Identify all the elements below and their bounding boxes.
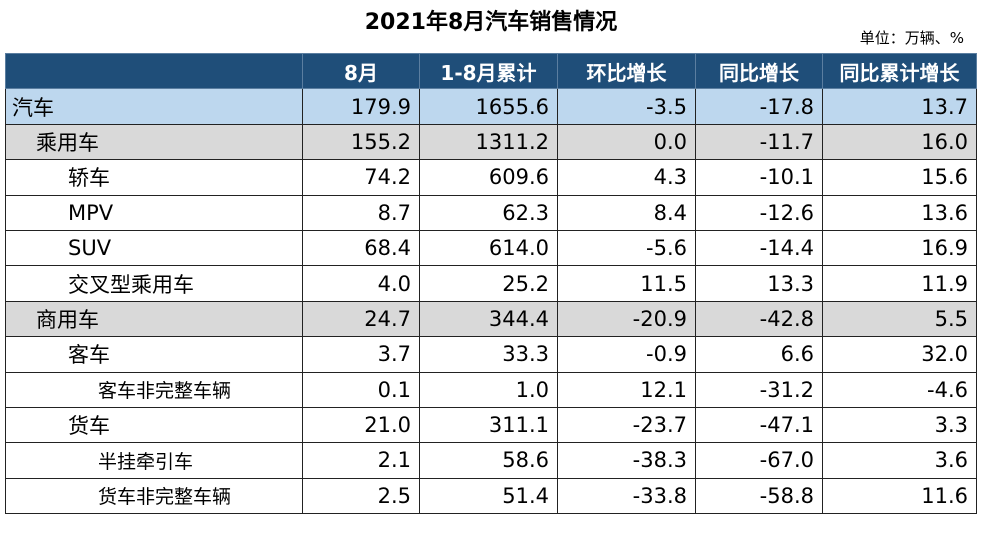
- table-cell: 1655.6: [419, 88, 558, 125]
- row-label: SUV: [5, 229, 303, 267]
- table-cell: 24.7: [302, 300, 420, 338]
- table-cell: -17.8: [695, 88, 823, 125]
- table-cell: 1.0: [419, 371, 558, 408]
- table-cell: -11.7: [695, 123, 823, 161]
- table-row: 客车 3.7 33.3 -0.9 6.6 32.0: [5, 336, 977, 373]
- table-cell: 58.6: [419, 442, 558, 479]
- table-cell: -67.0: [695, 442, 823, 479]
- table-cell: -20.9: [557, 300, 696, 338]
- table-cell: -47.1: [695, 406, 823, 444]
- table-cell: -5.6: [557, 229, 696, 267]
- table-cell: 8.4: [557, 194, 696, 231]
- table-cell: -58.8: [695, 477, 823, 515]
- unit-label: 单位：万辆、%: [859, 29, 964, 47]
- row-label: 汽车: [5, 88, 303, 125]
- table-cell: 8.7: [302, 194, 420, 231]
- table-cell: 25.2: [419, 265, 558, 302]
- table-cell: 155.2: [302, 123, 420, 161]
- column-header: 8月: [302, 52, 420, 90]
- table-cell: -31.2: [695, 371, 823, 408]
- table-cell: 13.3: [695, 265, 823, 302]
- table-cell: 614.0: [419, 229, 558, 267]
- table-cell: 3.7: [302, 336, 420, 373]
- table-cell: 344.4: [419, 300, 558, 338]
- table-cell: -33.8: [557, 477, 696, 515]
- row-label: 货车: [5, 406, 303, 444]
- table-cell: 11.9: [822, 265, 977, 302]
- table-row: 商用车 24.7 344.4 -20.9 -42.8 5.5: [5, 300, 977, 338]
- table-cell: 4.3: [557, 159, 696, 196]
- table-body: 汽车 179.9 1655.6 -3.5 -17.8 13.7 乘用车 155.2 1311.2…: [5, 88, 977, 515]
- table-cell: -42.8: [695, 300, 823, 338]
- table-cell: 0.1: [302, 371, 420, 408]
- row-label: 轿车: [5, 159, 303, 196]
- table-cell: 16.0: [822, 123, 977, 161]
- table-cell: 62.3: [419, 194, 558, 231]
- table-cell: 33.3: [419, 336, 558, 373]
- table-cell: -0.9: [557, 336, 696, 373]
- table-cell: 2.5: [302, 477, 420, 515]
- table-cell: 32.0: [822, 336, 977, 373]
- table-cell: 4.0: [302, 265, 420, 302]
- column-header: [5, 52, 303, 90]
- table-row: 交叉型乘用车 4.0 25.2 11.5 13.3 11.9: [5, 265, 977, 302]
- table-cell: 3.3: [822, 406, 977, 444]
- table-cell: 179.9: [302, 88, 420, 125]
- table-cell: 3.6: [822, 442, 977, 479]
- table-cell: -23.7: [557, 406, 696, 444]
- row-label: MPV: [5, 194, 303, 231]
- table-cell: 74.2: [302, 159, 420, 196]
- column-header: 环比增长: [557, 52, 696, 90]
- table-header-row: 8月 1-8月累计 环比增长 同比增长 同比累计增长: [5, 52, 977, 90]
- table-row: 货车 21.0 311.1 -23.7 -47.1 3.3: [5, 406, 977, 444]
- table-row: 货车非完整车辆 2.5 51.4 -33.8 -58.8 11.6: [5, 477, 977, 515]
- row-label: 客车: [5, 336, 303, 373]
- table-row: MPV 8.7 62.3 8.4 -12.6 13.6: [5, 194, 977, 231]
- row-label: 商用车: [5, 300, 303, 338]
- table-cell: 51.4: [419, 477, 558, 515]
- table-cell: 5.5: [822, 300, 977, 338]
- row-label: 半挂牵引车: [5, 442, 303, 479]
- table-cell: 11.6: [822, 477, 977, 515]
- column-header: 同比累计增长: [822, 52, 977, 90]
- table-row: 轿车 74.2 609.6 4.3 -10.1 15.6: [5, 159, 977, 196]
- table-cell: 0.0: [557, 123, 696, 161]
- table-row: 半挂牵引车 2.1 58.6 -38.3 -67.0 3.6: [5, 442, 977, 479]
- table-cell: -10.1: [695, 159, 823, 196]
- table-cell: 311.1: [419, 406, 558, 444]
- table-cell: -4.6: [822, 371, 977, 408]
- row-label: 交叉型乘用车: [5, 265, 303, 302]
- table-cell: 13.6: [822, 194, 977, 231]
- table-cell: 13.7: [822, 88, 977, 125]
- table-cell: 11.5: [557, 265, 696, 302]
- table-cell: 2.1: [302, 442, 420, 479]
- column-header: 同比增长: [695, 52, 823, 90]
- table-row: 客车非完整车辆 0.1 1.0 12.1 -31.2 -4.6: [5, 371, 977, 408]
- table-cell: 1311.2: [419, 123, 558, 161]
- table-cell: 21.0: [302, 406, 420, 444]
- table-cell: 12.1: [557, 371, 696, 408]
- column-header: 1-8月累计: [419, 52, 558, 90]
- table-row: SUV 68.4 614.0 -5.6 -14.4 16.9: [5, 229, 977, 267]
- page-title: 2021年8月汽车销售情况: [364, 10, 618, 35]
- table-cell: -14.4: [695, 229, 823, 267]
- table-cell: -3.5: [557, 88, 696, 125]
- table-cell: 68.4: [302, 229, 420, 267]
- row-label: 客车非完整车辆: [5, 371, 303, 408]
- table-cell: 15.6: [822, 159, 977, 196]
- table-cell: 6.6: [695, 336, 823, 373]
- row-label: 乘用车: [5, 123, 303, 161]
- sales-table: 8月 1-8月累计 环比增长 同比增长 同比累计增长 汽车 179.9 1655.6…: [5, 52, 977, 515]
- table-cell: -12.6: [695, 194, 823, 231]
- table-cell: 16.9: [822, 229, 977, 267]
- table-cell: -38.3: [557, 442, 696, 479]
- table-row: 乘用车 155.2 1311.2 0.0 -11.7 16.0: [5, 123, 977, 161]
- table-row: 汽车 179.9 1655.6 -3.5 -17.8 13.7: [5, 88, 977, 125]
- table-cell: 609.6: [419, 159, 558, 196]
- row-label: 货车非完整车辆: [5, 477, 303, 515]
